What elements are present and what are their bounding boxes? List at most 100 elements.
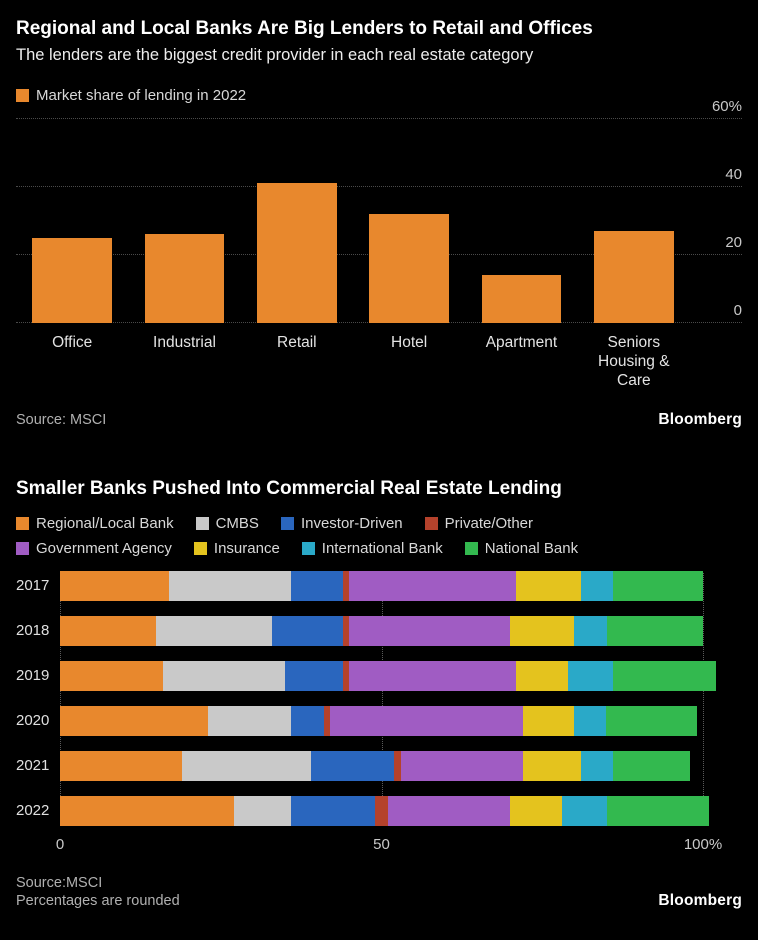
legend-swatch-insurance (193, 542, 207, 556)
gridline-x-100 (703, 572, 704, 824)
bar-track-2019 (60, 660, 742, 691)
legend-item-international-bank: International Bank (301, 540, 443, 558)
bottom-chart-panel: Smaller Banks Pushed Into Commercial Rea… (0, 450, 758, 940)
bar-track-2022 (60, 795, 742, 826)
bar-seniors-housing-care (593, 230, 674, 323)
year-label: 2021 (16, 757, 50, 775)
segment-national-bank (612, 660, 716, 691)
bar-hotel (369, 213, 450, 323)
legend-label: Private/Other (444, 515, 534, 533)
bar-office (32, 237, 113, 323)
segment-private-other (323, 705, 331, 736)
x-axis-label: 0 (55, 835, 65, 853)
chart1-plot: 0 20 40 60% (16, 99, 742, 323)
legend-swatch-national-bank (464, 542, 478, 556)
segment-insurance (516, 570, 581, 601)
category-label-industrial: Industrial (153, 333, 216, 351)
chart1-footer: Source: MSCI Bloomberg (16, 411, 742, 429)
segment-national-bank (612, 750, 691, 781)
segment-cmbs (182, 750, 311, 781)
bar-row-2021: 2021 (16, 750, 742, 781)
y-axis-label: 20 (725, 233, 742, 251)
gridline-y-60 (16, 117, 742, 119)
segment-investor-driven (291, 570, 343, 601)
chart1-source: Source: MSCI (16, 411, 107, 428)
bar-track-2020 (60, 705, 742, 736)
segment-national-bank (612, 570, 703, 601)
bar-row-2018: 2018 (16, 615, 742, 646)
segment-investor-driven (272, 615, 343, 646)
gridline-x-50 (381, 572, 383, 824)
segment-regional-local-bank (60, 615, 157, 646)
segment-insurance (522, 750, 581, 781)
bar-track-2018 (60, 615, 742, 646)
x-axis-label: 100% (683, 835, 723, 853)
legend-item-government-agency: Government Agency (16, 540, 172, 557)
segment-insurance (510, 795, 562, 826)
chart1-categories: Office Industrial Retail Hotel Apartment Seni… (16, 333, 690, 391)
bar-row-2019: 2019 (16, 660, 742, 691)
segment-private-other (375, 795, 388, 826)
legend-swatch-regional-local-bank (16, 517, 29, 531)
bar-retail (256, 183, 337, 323)
year-label: 2022 (16, 802, 50, 820)
legend-label: Investor-Driven (300, 515, 403, 533)
segment-private-other (342, 615, 350, 646)
legend-label: Government Agency (36, 540, 172, 558)
category-label-office: Office (52, 333, 93, 351)
chart1-title: Regional and Local Banks Are Big Lenders… (16, 18, 593, 39)
segment-international-bank (567, 660, 613, 691)
bar-track-2017 (60, 570, 742, 601)
segment-cmbs (156, 615, 273, 646)
y-axis-label: 40 (725, 165, 742, 183)
bar-row-2020: 2020 (16, 705, 742, 736)
segment-private-other (342, 660, 350, 691)
legend-swatch-government-agency (16, 542, 29, 556)
gridline-x-0 (60, 572, 61, 824)
chart2-source: Source:MSCI (16, 874, 103, 891)
segment-national-bank (606, 705, 697, 736)
legend-item-regional-local-bank: Regional/Local Bank (16, 515, 174, 532)
legend-item-cmbs: CMBS (195, 515, 259, 532)
category-label-apartment: Apartment (485, 333, 558, 351)
bar-cell (465, 119, 577, 323)
legend-swatch-private-other (424, 517, 438, 531)
segment-regional-local-bank (60, 570, 170, 601)
segment-cmbs (169, 570, 292, 601)
bar-track-2021 (60, 750, 742, 781)
legend-label: National Bank (484, 540, 579, 558)
category-label-hotel: Hotel (391, 333, 428, 351)
legend-item-private-other: Private/Other (424, 515, 534, 533)
bloomberg-logo: Bloomberg (658, 892, 742, 910)
year-label: 2020 (16, 712, 50, 730)
y-axis-label: 0 (733, 301, 742, 319)
segment-international-bank (574, 615, 607, 646)
category-label-seniors-housing-care: Seniors Housing & Care (598, 333, 670, 390)
segment-government-agency (400, 750, 523, 781)
chart2-note: Percentages are rounded (16, 892, 180, 909)
segment-government-agency (349, 615, 511, 646)
segment-government-agency (387, 795, 511, 826)
chart2-legend-row1: Regional/Local Bank CMBS Investor-Driven Pr… (16, 515, 742, 533)
bar-cell (241, 119, 353, 323)
chart2-xaxis: 0 50 100% (16, 836, 742, 854)
legend-swatch-cmbs (195, 517, 209, 531)
segment-cmbs (162, 660, 286, 691)
segment-regional-local-bank (60, 660, 163, 691)
segment-national-bank (606, 795, 710, 826)
chart2-title: Smaller Banks Pushed Into Commercial Rea… (16, 478, 562, 499)
chart2-legend-row2: Government Agency Insurance International … (16, 540, 742, 558)
segment-private-other (342, 570, 350, 601)
year-label: 2018 (16, 622, 50, 640)
segment-investor-driven (310, 750, 395, 781)
bloomberg-logo: Bloomberg (658, 410, 742, 428)
bar-cell (353, 119, 465, 323)
segment-international-bank (580, 750, 613, 781)
chart1-legend: Market share of lending in 2022 (16, 87, 742, 104)
segment-investor-driven (285, 660, 343, 691)
chart2-source-block: Source:MSCI Percentages are rounded (16, 874, 180, 910)
category-label-retail: Retail (277, 333, 317, 351)
legend-label: International Bank (321, 540, 443, 558)
segment-insurance (510, 615, 575, 646)
x-axis-label: 50 (373, 835, 390, 853)
